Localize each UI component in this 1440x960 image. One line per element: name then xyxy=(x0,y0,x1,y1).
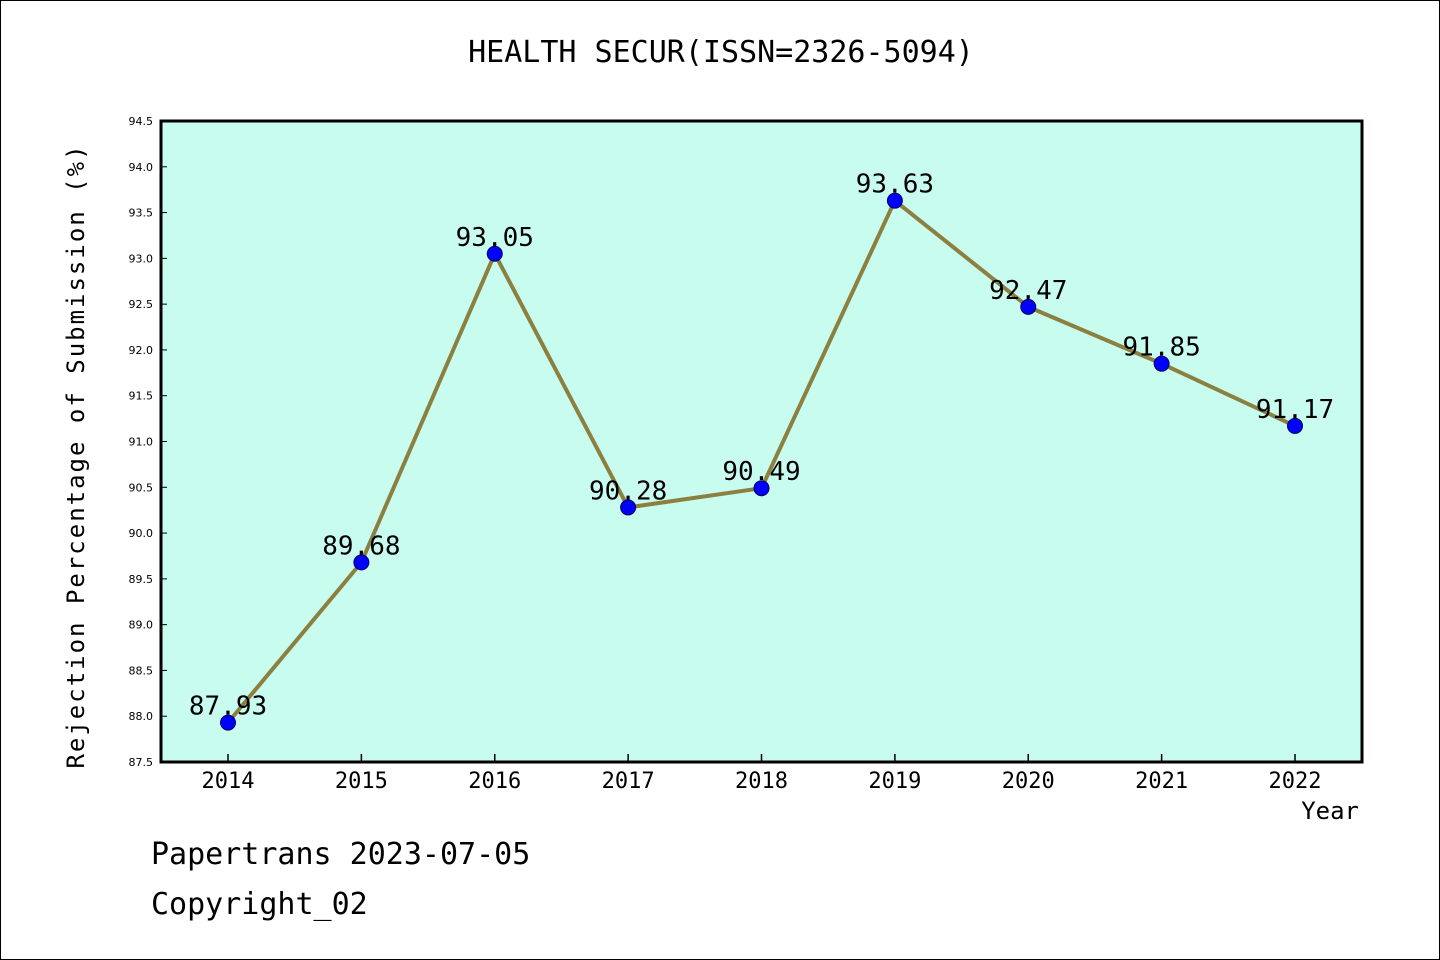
y-tick-label: 93.0 xyxy=(129,252,154,265)
data-label: 90.28 xyxy=(589,476,667,506)
x-tick-label: 2014 xyxy=(202,769,255,794)
x-tick-label: 2017 xyxy=(602,769,655,794)
y-tick-label: 89.5 xyxy=(129,573,154,586)
x-tick-label: 2020 xyxy=(1002,769,1055,794)
data-point-marker xyxy=(1020,298,1037,315)
footer-date: Papertrans 2023-07-05 xyxy=(151,837,531,872)
x-tick-label: 2021 xyxy=(1135,769,1188,794)
y-tick-label: 88.0 xyxy=(129,710,154,723)
data-label: 89.68 xyxy=(322,531,400,561)
y-tick-label: 90.5 xyxy=(129,481,154,494)
y-tick-label: 94.0 xyxy=(129,161,154,174)
data-point-marker xyxy=(220,714,236,731)
data-label: 93.05 xyxy=(456,223,534,253)
y-tick-label: 87.5 xyxy=(129,756,154,769)
data-point-marker xyxy=(886,192,903,209)
y-axis-label: Rejection Percentage of Submission (%) xyxy=(62,143,90,769)
data-label: 91.17 xyxy=(1256,395,1334,425)
y-tick-label: 92.5 xyxy=(129,298,154,311)
data-point-marker xyxy=(1287,417,1303,434)
data-point-marker xyxy=(620,499,637,516)
x-tick-label: 2019 xyxy=(868,769,921,794)
y-tick-label: 89.0 xyxy=(129,619,154,632)
y-tick-label: 92.0 xyxy=(129,344,154,357)
plot-area xyxy=(159,119,1364,764)
y-axis-ticks: 87.5 88.0 88.5 89.0 89.5 90.0 90.5 91.0 91.5 92.0… xyxy=(129,115,167,769)
data-label: 93.63 xyxy=(856,170,934,200)
chart-title: HEALTH SECUR(ISSN=2326-5094) xyxy=(468,35,974,70)
y-tick-label: 91.5 xyxy=(129,390,154,403)
y-tick-label: 90.0 xyxy=(129,527,154,540)
x-tick-label: 2016 xyxy=(468,769,521,794)
data-labels: 87.93 89.68 93.05 90.28 90.49 93.63 92.47 91.85… xyxy=(189,170,1334,722)
data-label: 90.49 xyxy=(722,457,800,487)
x-axis-label: Year xyxy=(1301,797,1359,825)
footer-copyright: Copyright_02 xyxy=(151,887,368,922)
data-label: 87.93 xyxy=(189,692,267,722)
x-tick-label: 2022 xyxy=(1269,769,1322,794)
data-label: 91.85 xyxy=(1122,333,1200,363)
y-tick-label: 88.5 xyxy=(129,664,154,677)
x-tick-label: 2015 xyxy=(335,769,388,794)
y-tick-label: 94.5 xyxy=(129,115,154,128)
data-markers xyxy=(220,192,1303,731)
x-axis-ticks: 2014 2015 2016 2017 2018 2019 2020 2021 2022 xyxy=(202,754,1322,794)
data-point-marker xyxy=(486,245,503,262)
x-tick-label: 2018 xyxy=(735,769,788,794)
y-tick-label: 91.0 xyxy=(129,436,154,449)
data-point-marker xyxy=(353,554,370,571)
data-point-marker xyxy=(1153,355,1170,372)
data-label: 92.47 xyxy=(989,276,1067,306)
data-point-marker xyxy=(753,480,770,497)
y-tick-label: 93.5 xyxy=(129,207,154,220)
